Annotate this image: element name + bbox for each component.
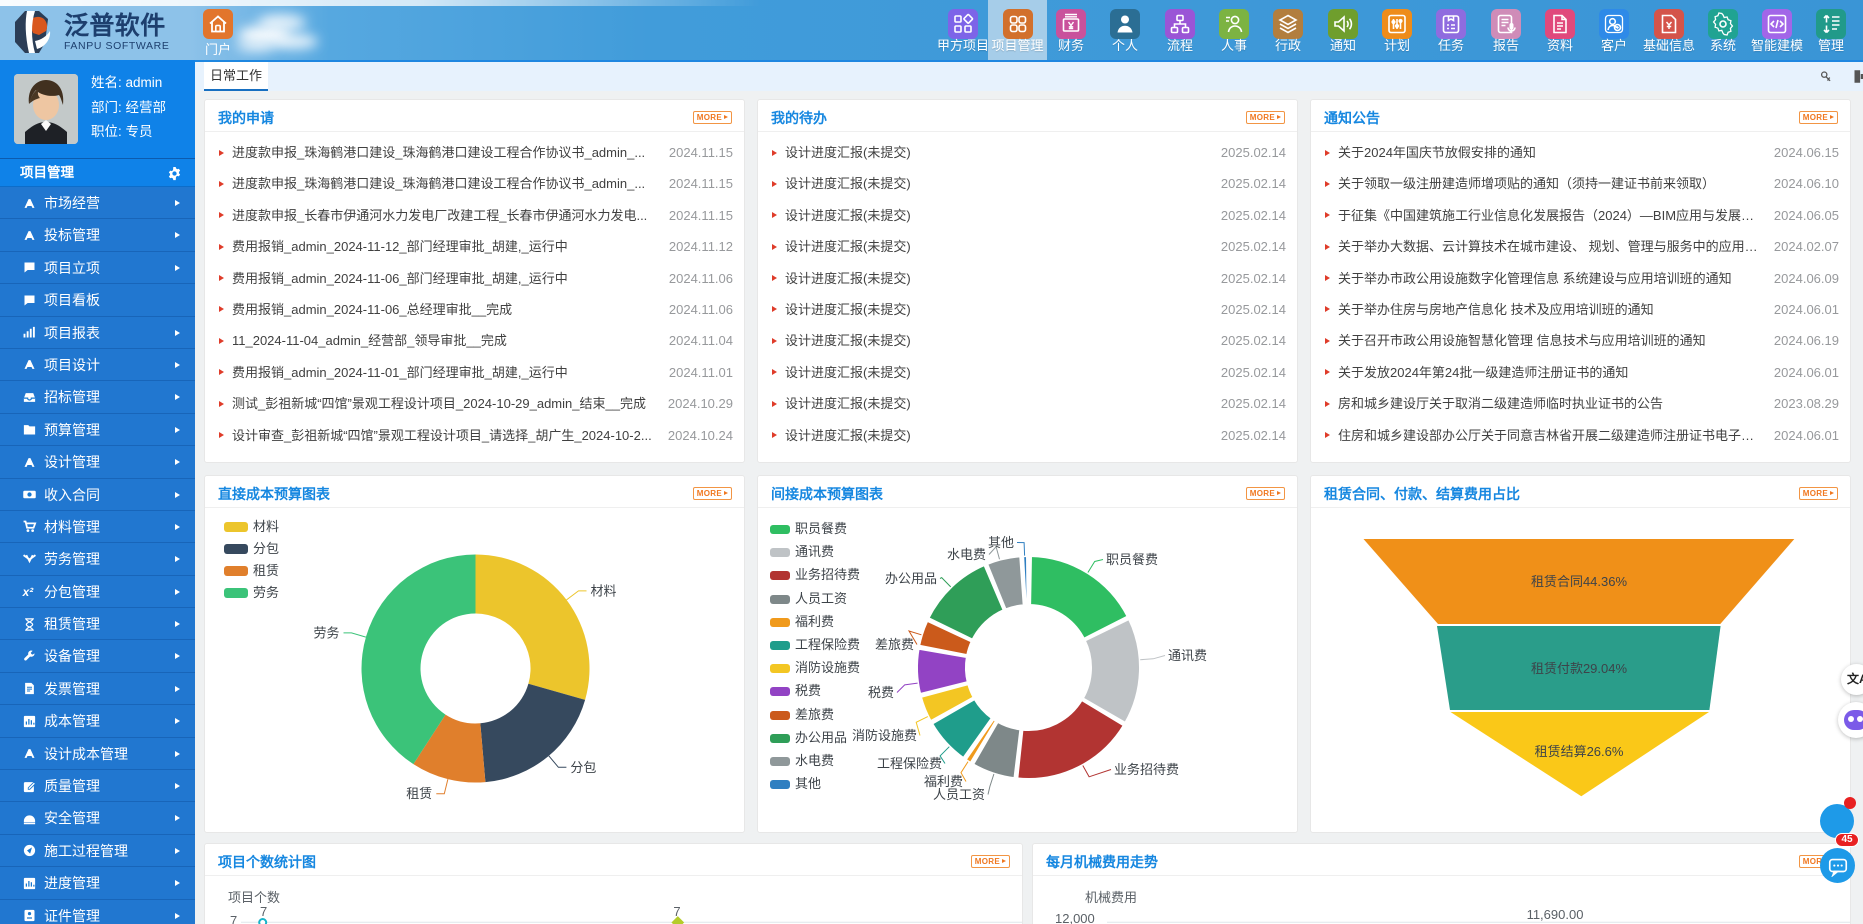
svg-text:其他: 其他 bbox=[988, 535, 1014, 550]
svg-text:机械费用: 机械费用 bbox=[1085, 890, 1137, 905]
svg-text:项目个数: 项目个数 bbox=[228, 890, 280, 905]
svg-text:分包: 分包 bbox=[570, 760, 596, 775]
svg-text:福利费: 福利费 bbox=[924, 774, 963, 789]
svg-text:7: 7 bbox=[673, 904, 680, 919]
svg-text:人员工资: 人员工资 bbox=[933, 787, 985, 802]
svg-text:职员餐费: 职员餐费 bbox=[1106, 552, 1158, 567]
svg-text:工程保险费: 工程保险费 bbox=[877, 756, 942, 771]
svg-text:税费: 税费 bbox=[868, 685, 894, 700]
svg-text:材料: 材料 bbox=[591, 583, 617, 598]
svg-text:租赁合同44.36%: 租赁合同44.36% bbox=[1531, 574, 1628, 589]
svg-text:通讯费: 通讯费 bbox=[1168, 648, 1207, 663]
svg-text:租赁结算26.6%: 租赁结算26.6% bbox=[1535, 744, 1624, 759]
svg-text:7: 7 bbox=[260, 904, 267, 919]
svg-text:租赁: 租赁 bbox=[406, 786, 432, 801]
svg-text:消防设施费: 消防设施费 bbox=[852, 728, 917, 743]
svg-text:x²: x² bbox=[22, 585, 34, 599]
svg-text:11,690.00: 11,690.00 bbox=[1527, 907, 1584, 922]
svg-text:7: 7 bbox=[230, 913, 237, 924]
svg-text:12,000: 12,000 bbox=[1055, 911, 1095, 924]
svg-text:业务招待费: 业务招待费 bbox=[1114, 762, 1179, 777]
svg-text:水电费: 水电费 bbox=[947, 547, 986, 562]
svg-text:办公用品: 办公用品 bbox=[885, 571, 937, 586]
svg-text:租赁付款29.04%: 租赁付款29.04% bbox=[1531, 661, 1628, 676]
svg-text:劳务: 劳务 bbox=[313, 625, 339, 640]
svg-text:差旅费: 差旅费 bbox=[875, 637, 914, 652]
